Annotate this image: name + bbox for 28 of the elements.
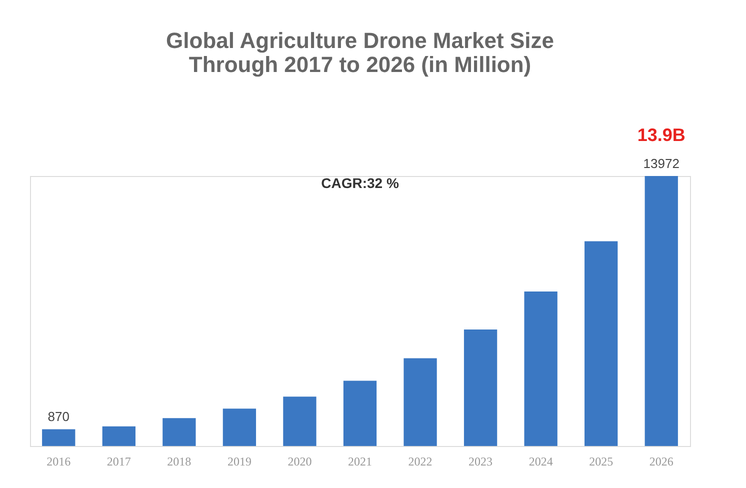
text: Global Agriculture Drone Market Size [166, 28, 554, 53]
bar [644, 176, 678, 446]
bar [222, 408, 256, 446]
x-tick-label: 2020 [288, 454, 312, 468]
x-tick-label: 2022 [408, 454, 432, 468]
x-tick-label: 2023 [468, 454, 493, 468]
bar [162, 418, 196, 446]
bar [102, 426, 136, 446]
data-label: 870 [48, 409, 70, 424]
bar [283, 396, 316, 446]
annotation: 13.9B [637, 125, 686, 145]
x-tick-label: 2024 [528, 454, 553, 468]
bar [524, 292, 558, 446]
x-tick-label: 2026 [649, 454, 674, 468]
x-tick-label: 2019 [227, 454, 252, 468]
data-label: 13972 [643, 156, 680, 171]
bar [42, 429, 76, 446]
bar [343, 380, 377, 446]
bar [404, 358, 437, 446]
bar [584, 241, 618, 446]
text: Through 2017 to 2026 (in Million) [188, 52, 532, 77]
annotation: CAGR:32 % [321, 175, 400, 191]
x-tick-label: 2017 [106, 454, 131, 468]
bar [464, 329, 498, 446]
x-tick-label: 2021 [348, 454, 372, 468]
x-tick-label: 2025 [589, 454, 614, 468]
x-tick-label: 2018 [167, 454, 192, 468]
x-tick-label: 2016 [46, 454, 71, 468]
